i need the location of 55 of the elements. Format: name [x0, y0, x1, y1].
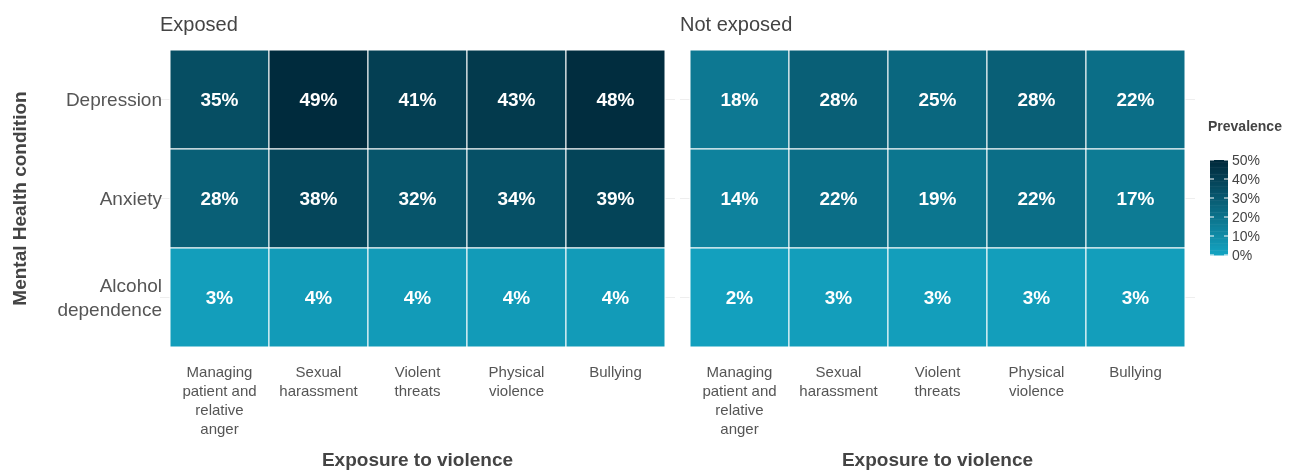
x-tick-label: Physical violence — [1008, 363, 1065, 399]
data-label: 28% — [200, 188, 239, 210]
data-label: 35% — [200, 89, 239, 111]
x-tick-label: Managing patient and relative anger — [182, 363, 257, 437]
data-label: 34% — [497, 188, 536, 210]
x-axis-title: Exposure to violence — [841, 449, 1034, 470]
chart-title: Exposed — [160, 13, 238, 35]
data-label: 3% — [1022, 287, 1051, 309]
data-label: 4% — [304, 287, 333, 309]
x-tick-label: Violent threats — [394, 363, 442, 399]
data-label: 41% — [398, 89, 437, 111]
data-label: 28% — [1017, 89, 1056, 111]
data-label: 3% — [824, 287, 853, 309]
data-label: 22% — [1116, 89, 1155, 111]
data-label: 14% — [720, 188, 759, 210]
data-label: 2% — [725, 287, 754, 309]
y-tick-label: Alcohol dependence — [57, 275, 162, 321]
x-tick-label: Sexual harassment — [279, 363, 359, 399]
x-tick-label: Sexual harassment — [799, 363, 879, 399]
data-label: 25% — [918, 89, 957, 111]
chart-title: Not exposed — [680, 13, 793, 35]
x-tick-label: Violent threats — [914, 363, 962, 399]
data-label: 22% — [819, 188, 858, 210]
y-tick-label: Depression — [65, 89, 162, 111]
data-label: 4% — [403, 287, 432, 309]
data-label: 22% — [1017, 188, 1056, 210]
color-bar-label: 30% — [1232, 189, 1261, 206]
x-tick-label: Physical violence — [488, 363, 545, 399]
data-label: 38% — [299, 188, 338, 210]
data-label: 28% — [819, 89, 858, 111]
data-label: 43% — [497, 89, 536, 111]
color-bar-label: 0% — [1232, 246, 1253, 263]
x-axis-title: Exposure to violence — [321, 449, 514, 470]
data-label: 18% — [720, 89, 759, 111]
color-bar-label: 50% — [1232, 151, 1261, 168]
x-tick-label: Bullying — [1109, 363, 1162, 380]
y-tick-label: Anxiety — [99, 188, 163, 210]
data-label: 48% — [596, 89, 635, 111]
data-label: 49% — [299, 89, 338, 111]
color-bar-label: 40% — [1232, 170, 1261, 187]
x-tick-label: Bullying — [589, 363, 642, 380]
data-label: 3% — [205, 287, 234, 309]
color-bar-title: Prevalence — [1208, 118, 1283, 134]
data-label: 3% — [923, 287, 952, 309]
data-label: 32% — [398, 188, 437, 210]
x-tick-label: Managing patient and relative anger — [702, 363, 777, 437]
data-label: 17% — [1116, 188, 1155, 210]
y-axis-title: Mental Health condition — [9, 91, 30, 306]
data-label: 4% — [502, 287, 531, 309]
data-label: 19% — [918, 188, 957, 210]
data-label: 39% — [596, 188, 635, 210]
color-bar-label: 10% — [1232, 227, 1261, 244]
data-label: 3% — [1121, 287, 1150, 309]
color-bar-label: 20% — [1232, 208, 1261, 225]
data-label: 4% — [601, 287, 630, 309]
